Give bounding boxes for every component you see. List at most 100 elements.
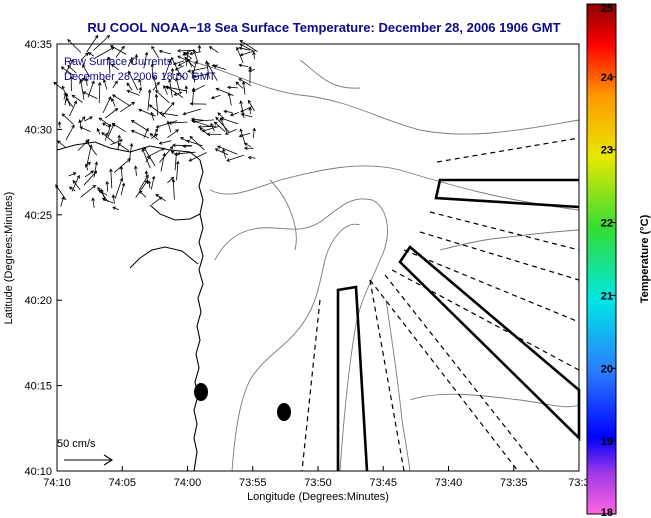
current-vector <box>206 132 222 136</box>
current-vector <box>227 92 232 106</box>
current-vector <box>68 172 77 177</box>
current-vector <box>182 144 192 148</box>
current-vector <box>167 129 179 139</box>
colorbar-ticks: 18 19 20 21 22 23 24 25 <box>601 3 616 518</box>
colorbar-label: Temperature (°C) <box>639 214 651 303</box>
current-vector <box>117 143 130 152</box>
current-vector <box>239 128 246 145</box>
current-vector <box>68 186 76 192</box>
current-vector <box>224 129 237 135</box>
current-vector <box>191 84 206 92</box>
current-vector <box>64 92 69 106</box>
current-vector <box>120 182 126 196</box>
current-vector <box>130 56 134 64</box>
current-vector <box>167 121 188 125</box>
current-vector <box>252 51 256 60</box>
current-vector <box>109 168 113 189</box>
current-vector <box>67 39 82 53</box>
current-vector <box>215 87 234 96</box>
current-vector <box>150 111 155 121</box>
current-vector <box>150 63 154 76</box>
current-vector <box>155 194 166 202</box>
current-vector <box>80 184 97 198</box>
current-vector <box>128 70 138 91</box>
radial-dashed-lines <box>301 137 580 472</box>
current-vector <box>243 142 251 148</box>
current-vector <box>166 120 172 133</box>
current-vector <box>189 102 207 106</box>
current-vector <box>217 112 224 118</box>
buoy-marker <box>277 403 291 421</box>
current-vector <box>159 145 174 163</box>
scale-label: 50 cm/s <box>57 438 96 450</box>
current-vector <box>84 116 93 122</box>
current-vector <box>176 151 196 156</box>
current-vector <box>138 108 156 117</box>
current-vector <box>222 148 227 159</box>
current-vector <box>215 116 230 133</box>
current-vector <box>71 94 83 103</box>
y-tick-label: 40:15 <box>24 381 52 393</box>
x-tick-label: 74:05 <box>108 477 136 489</box>
transect-box-south <box>336 285 369 472</box>
current-vector <box>104 107 119 119</box>
current-vector <box>126 89 140 96</box>
current-vector <box>111 97 116 107</box>
current-vector <box>114 177 123 199</box>
current-vector <box>112 206 120 211</box>
current-vector <box>201 125 220 133</box>
current-vector <box>147 180 152 189</box>
colorbar-tick-label: 25 <box>601 3 613 15</box>
current-vector <box>84 77 89 86</box>
colorbar-tick-label: 20 <box>601 363 613 375</box>
current-vector <box>111 94 131 107</box>
current-vector <box>82 64 91 78</box>
chart-title: RU COOL NOAA−18 Sea Surface Temperature:… <box>87 20 560 35</box>
current-vector <box>120 101 136 113</box>
current-vector <box>158 140 172 145</box>
colorbar <box>586 3 617 515</box>
plot-background <box>57 44 579 471</box>
colorbar-tick-label: 24 <box>601 72 614 84</box>
current-vector <box>238 78 252 87</box>
current-vector <box>101 132 116 145</box>
current-vector <box>61 113 74 125</box>
x-axis: 74:10 74:05 74:00 73:55 73:50 73:45 73:40 73:35… <box>43 466 590 489</box>
colorbar-tick-label: 21 <box>601 290 613 302</box>
current-vector <box>53 81 63 90</box>
current-vector <box>161 101 175 117</box>
current-vector <box>102 96 112 114</box>
y-axis: 40:10 40:15 40:20 40:25 40:30 40:35 <box>24 39 62 478</box>
buoy-marker <box>194 383 208 401</box>
current-vector <box>98 117 111 127</box>
current-vector <box>133 165 138 176</box>
current-vector <box>85 140 98 156</box>
current-vector <box>243 146 254 150</box>
current-vector <box>193 60 198 73</box>
current-vector <box>238 132 251 138</box>
current-vector <box>239 100 245 119</box>
current-vector <box>152 81 160 91</box>
current-vector <box>64 58 74 75</box>
current-vector <box>91 197 95 208</box>
bathymetry-contours <box>184 59 580 472</box>
current-vector <box>57 121 62 128</box>
current-vector <box>150 175 156 190</box>
current-vector <box>93 161 99 178</box>
current-vector <box>143 51 149 69</box>
current-vector <box>151 45 160 59</box>
current-vector <box>79 126 91 132</box>
current-vector <box>107 122 115 138</box>
current-vector <box>252 127 256 138</box>
current-vector <box>165 86 184 98</box>
current-vector <box>69 75 74 92</box>
current-vector <box>138 190 147 198</box>
current-vector <box>238 46 251 51</box>
current-vector <box>190 119 212 127</box>
current-vector <box>143 146 156 167</box>
current-vector <box>138 86 143 94</box>
current-vector <box>229 112 239 117</box>
current-vector <box>210 122 215 132</box>
